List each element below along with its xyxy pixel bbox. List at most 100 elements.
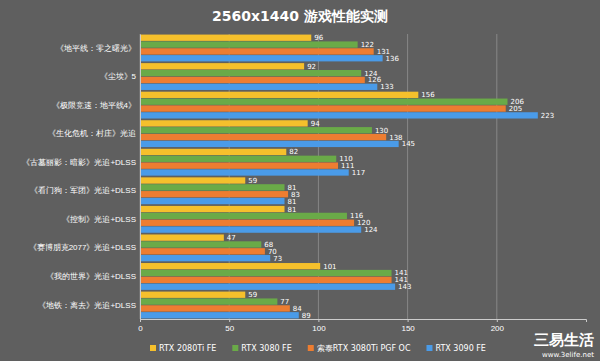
y-tick: 《尘埃》5 — [100, 72, 137, 81]
grid-line — [496, 34, 497, 319]
y-tick: 《控制》光追+DLSS — [62, 215, 136, 224]
bar — [140, 92, 418, 98]
y-tick-label: 《控制》光追+DLSS — [62, 215, 136, 224]
data-label: 122 — [361, 41, 374, 49]
bar — [140, 35, 311, 41]
data-label: 136 — [386, 55, 400, 63]
data-label: 205 — [509, 105, 522, 113]
background — [0, 0, 600, 361]
legend-item: RTX 3090 FE — [426, 344, 485, 353]
bar — [140, 41, 358, 47]
x-tick-mark — [497, 319, 498, 322]
x-tick-label: 150 — [401, 324, 415, 333]
legend-swatch — [150, 345, 156, 351]
watermark: 三易生活 — [534, 331, 594, 349]
y-tick-label: 《古墓丽影：暗影》光追+DLSS — [22, 158, 136, 167]
legend-label: RTX 3090 FE — [435, 344, 485, 353]
y-tick-label: 《看门狗：军团》光追+DLSS — [30, 186, 136, 195]
data-label: 81 — [288, 198, 297, 206]
legend-swatch — [308, 345, 314, 351]
bar — [140, 198, 285, 204]
y-tick: 《地平线：零之曙光》 — [56, 44, 136, 53]
data-labels: 9692156948259814710159122124206130110811… — [227, 34, 554, 320]
legend-label: 索泰RTX 3080Ti PGF OC — [317, 344, 411, 353]
bar — [140, 134, 386, 140]
bar — [140, 206, 285, 212]
x-tick: 50 — [225, 319, 234, 333]
bar — [140, 234, 224, 240]
bar — [140, 220, 354, 226]
y-axis-line — [140, 35, 141, 320]
data-label: 130 — [375, 127, 388, 135]
y-tick-label: 《地铁：离去》光追+DLSS — [38, 301, 136, 310]
y-tick: 《地铁：离去》光追+DLSS — [38, 301, 136, 310]
bar — [140, 63, 304, 69]
data-label: 96 — [314, 34, 323, 42]
grid-line — [229, 34, 230, 319]
x-tick: 200 — [491, 319, 505, 333]
bar — [140, 277, 392, 283]
legend: RTX 2080Ti FE RTX 3080 FE 索泰RTX 3080Ti PGF… — [150, 344, 486, 353]
legend-item: 索泰RTX 3080Ti PGF OC — [308, 344, 411, 353]
bar — [140, 177, 245, 183]
y-tick: 《生化危机：村庄》光追 — [48, 129, 136, 138]
bar — [140, 312, 299, 318]
x-tick-label: 200 — [491, 324, 505, 333]
bar — [140, 284, 395, 290]
x-axis: 0 50 100 150 200 — [138, 319, 586, 333]
x-tick: 100 — [312, 319, 326, 333]
x-tick-mark — [318, 319, 319, 322]
grid — [140, 34, 497, 319]
x-tick-label: 0 — [138, 324, 143, 333]
bar — [140, 99, 508, 105]
bar — [140, 84, 377, 90]
data-label: 145 — [402, 140, 415, 148]
bar — [140, 255, 270, 261]
x-axis-line — [141, 320, 587, 323]
bars — [140, 35, 538, 319]
bar — [140, 305, 290, 311]
legend-label: RTX 2080Ti FE — [159, 344, 216, 353]
bar — [140, 55, 383, 61]
x-tick: 0 — [138, 319, 143, 333]
bar — [140, 298, 277, 304]
data-label: 89 — [302, 312, 311, 320]
bar — [140, 162, 338, 168]
y-tick-label: 《尘埃》5 — [100, 72, 137, 81]
data-label: 138 — [389, 134, 402, 142]
legend-item: RTX 2080Ti FE — [150, 344, 216, 353]
data-label: 133 — [380, 83, 393, 91]
data-label: 81 — [288, 206, 297, 214]
bar — [140, 112, 538, 118]
bar — [140, 70, 361, 76]
data-label: 101 — [323, 263, 336, 271]
grid-line — [140, 34, 141, 319]
bar — [140, 241, 261, 247]
x-tick-label: 50 — [225, 324, 234, 333]
x-tick: 150 — [401, 319, 415, 333]
data-label: 92 — [307, 63, 316, 71]
data-label: 77 — [280, 298, 289, 306]
y-tick-label: 《极限竞速：地平线4》 — [52, 101, 136, 110]
data-label: 59 — [248, 291, 257, 299]
bar — [140, 226, 361, 232]
x-tick-mark — [408, 319, 409, 322]
bar — [140, 120, 308, 126]
data-label: 124 — [364, 226, 378, 234]
bar — [140, 77, 365, 83]
data-label: 47 — [227, 234, 236, 242]
data-label: 117 — [352, 169, 365, 177]
y-tick: 《古墓丽影：暗影》光追+DLSS — [22, 158, 136, 167]
bar — [140, 127, 372, 133]
x-tick-label: 100 — [312, 324, 326, 333]
legend-item: RTX 3080 FE — [232, 344, 291, 353]
legend-label: RTX 3080 FE — [241, 344, 291, 353]
data-label: 82 — [289, 148, 298, 156]
bar — [140, 48, 374, 54]
bar — [140, 156, 336, 162]
y-tick: 《极限竞速：地平线4》 — [52, 101, 136, 110]
y-tick-label: 《地平线：零之曙光》 — [56, 44, 136, 53]
y-axis: 《地平线：零之曙光》《尘埃》5 《极限竞速：地平线4》《生化危机：村庄》光追《古墓… — [22, 35, 140, 320]
legend-swatch — [232, 345, 238, 351]
x-tick-mark — [229, 319, 230, 322]
